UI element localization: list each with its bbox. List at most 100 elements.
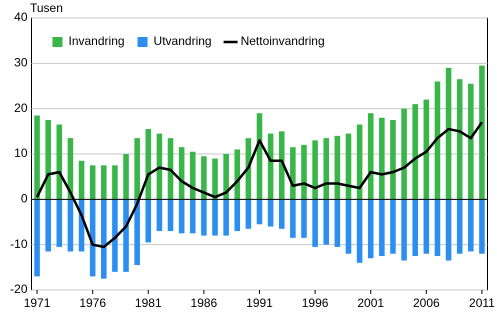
x-tick-label: 2011 xyxy=(469,296,495,310)
legend-label: Utvandring xyxy=(154,34,212,48)
bar xyxy=(201,156,207,200)
bar xyxy=(379,117,385,200)
bar xyxy=(134,199,140,266)
bar xyxy=(156,199,163,232)
bar xyxy=(123,199,129,272)
bar xyxy=(445,67,452,200)
bar xyxy=(78,199,85,252)
bar xyxy=(245,199,252,229)
bar xyxy=(56,199,63,247)
bar xyxy=(468,83,474,200)
y-tick-label: 0 xyxy=(21,192,28,206)
x-tick-label: 1971 xyxy=(24,296,51,310)
y-tick-label: 20 xyxy=(14,101,28,115)
legend-label: Nettoinvandring xyxy=(241,34,325,48)
bar xyxy=(256,199,263,225)
bar xyxy=(379,199,385,256)
bar xyxy=(456,79,463,200)
bar xyxy=(234,149,241,200)
bar xyxy=(434,81,441,200)
bar xyxy=(56,124,63,200)
bar xyxy=(267,133,274,200)
bar xyxy=(290,199,296,238)
bar xyxy=(401,199,407,261)
bar xyxy=(178,199,185,234)
bar xyxy=(223,154,229,200)
bar xyxy=(412,104,418,200)
bar xyxy=(201,199,207,236)
y-tick-label: -10 xyxy=(10,237,28,251)
bar xyxy=(312,140,318,200)
x-tick-label: 1991 xyxy=(246,296,273,310)
bar xyxy=(323,199,330,245)
bar xyxy=(301,199,307,238)
bar xyxy=(112,165,118,200)
bar xyxy=(101,165,107,200)
bar xyxy=(301,144,307,200)
x-tick-label: 1981 xyxy=(135,296,162,310)
bar xyxy=(145,129,152,200)
bar xyxy=(45,199,51,252)
x-tick-label: 2006 xyxy=(413,296,440,310)
bar xyxy=(267,199,274,227)
bar xyxy=(278,199,285,229)
bar xyxy=(290,147,296,200)
bar xyxy=(345,199,352,254)
bar xyxy=(401,108,407,200)
bar xyxy=(89,165,96,200)
y-tick-label: 30 xyxy=(14,56,28,70)
bar xyxy=(423,99,430,200)
x-tick-label: 1976 xyxy=(79,296,106,310)
bar xyxy=(456,199,463,254)
x-tick-label: 2001 xyxy=(357,296,384,310)
y-tick-label: -20 xyxy=(10,282,28,296)
bar xyxy=(356,124,363,200)
legend-label: Invandring xyxy=(69,34,125,48)
y-axis-label: Tusen xyxy=(30,1,63,15)
bar xyxy=(334,135,341,200)
bar xyxy=(145,199,152,243)
bar xyxy=(312,199,318,247)
legend-swatch xyxy=(137,37,148,47)
bar xyxy=(189,199,196,234)
bar xyxy=(390,120,396,200)
bar xyxy=(178,147,185,200)
bar xyxy=(212,199,218,236)
bar xyxy=(345,133,352,200)
y-tick-label: 40 xyxy=(14,10,28,24)
bar xyxy=(189,151,196,200)
bar xyxy=(67,138,74,200)
bar xyxy=(101,199,107,279)
bar xyxy=(445,199,452,261)
bar xyxy=(390,199,396,254)
bar xyxy=(34,199,40,277)
bar xyxy=(278,131,285,200)
bar xyxy=(412,199,418,256)
bar xyxy=(356,199,363,263)
x-tick-label: 1996 xyxy=(302,296,329,310)
bar xyxy=(67,199,74,252)
bar xyxy=(323,138,330,200)
bar xyxy=(45,120,51,200)
bar xyxy=(256,113,263,200)
bar xyxy=(123,154,129,200)
bar xyxy=(223,199,229,236)
x-tick-label: 1986 xyxy=(191,296,218,310)
bar xyxy=(479,65,485,200)
bar xyxy=(112,199,118,272)
bar xyxy=(78,160,85,200)
bar xyxy=(367,199,374,259)
bar xyxy=(34,115,40,200)
y-tick-label: 10 xyxy=(14,146,28,160)
bar xyxy=(367,113,374,200)
bar xyxy=(434,199,441,256)
bar xyxy=(468,199,474,252)
bar xyxy=(89,199,96,277)
bar xyxy=(423,199,430,254)
legend-swatch xyxy=(52,37,63,47)
bar xyxy=(479,199,485,254)
line xyxy=(35,121,483,249)
bar xyxy=(134,138,140,200)
bar xyxy=(167,199,174,232)
